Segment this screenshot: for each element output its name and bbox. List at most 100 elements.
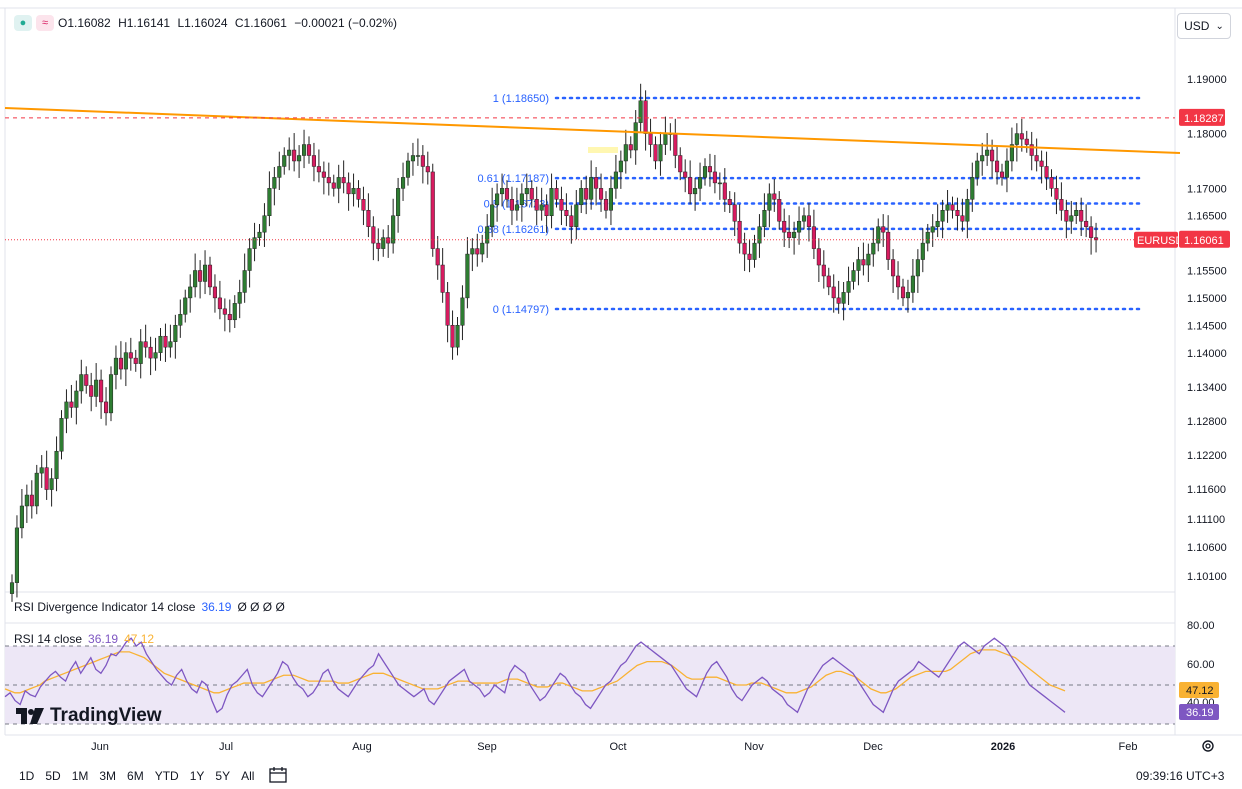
trendline [4, 107, 1181, 154]
candle-up [985, 149, 990, 156]
candle-up [351, 188, 356, 195]
candle-down [896, 275, 901, 288]
candle-up [1074, 210, 1079, 216]
candle-down [742, 242, 747, 255]
calendar-range-icon[interactable] [268, 766, 288, 789]
candle-down [995, 160, 1000, 173]
candle-down [346, 182, 351, 195]
candle-up [94, 379, 99, 397]
candle-down [207, 264, 213, 288]
candle-down [1064, 210, 1069, 222]
candle-down [1034, 155, 1039, 162]
fib-level-label: 0.61 (1.17187) [477, 173, 549, 185]
candle-up [415, 155, 420, 157]
candle-down [509, 199, 514, 211]
candle-down [217, 297, 222, 310]
settings-gear-icon[interactable] [1200, 738, 1216, 759]
fibonacci-retracement[interactable]: 1 (1.18650) 0.61 (1.17187) 0.5 (1.16723) 0.… [477, 93, 1144, 316]
candle-down [881, 226, 886, 233]
candle-up [480, 242, 485, 255]
candle-down [732, 204, 737, 222]
candle-up [935, 220, 940, 227]
timeframe-button[interactable]: 5D [45, 769, 61, 783]
candle-up [277, 166, 282, 178]
candle-down [1094, 237, 1099, 241]
candle-down [1029, 144, 1034, 156]
candle-down [475, 248, 480, 255]
candle-down [386, 237, 391, 244]
tradingview-logo[interactable]: TradingView [16, 705, 162, 727]
candle-down [341, 177, 346, 184]
candle-up [1009, 144, 1014, 162]
fib-level-label: 0 (1.14797) [493, 304, 549, 316]
timeframe-button[interactable]: All [241, 769, 255, 783]
time-tick-label: Feb [1119, 741, 1138, 753]
clock[interactable]: 09:39:16 UTC+3 [1136, 769, 1225, 783]
drawings[interactable] [4, 107, 1181, 241]
rsi-line [4, 637, 1066, 714]
candle-down [950, 204, 955, 211]
timeframe-button[interactable]: 1Y [189, 769, 205, 783]
candle-down [603, 199, 609, 211]
timeframe-button[interactable]: 3M [99, 769, 117, 783]
ohlc-close: C1.16061 [234, 16, 287, 30]
candle-down [678, 155, 683, 173]
candle-up [168, 341, 173, 348]
price-axis[interactable]: 1.19000 1.18000 1.17000 1.16500 1.15500 1.150… [1134, 74, 1230, 583]
candle-down [544, 204, 549, 216]
candle-up [490, 204, 495, 227]
time-tick-label: Nov [744, 741, 764, 753]
rsi-tag-bg [1179, 704, 1219, 720]
candle-up [183, 297, 188, 315]
time-axis[interactable]: Jun Jul Aug Sep Oct Nov Dec 2026 Feb [91, 741, 1137, 753]
rsi-tag-text: 36.19 [1186, 707, 1214, 719]
currency-button[interactable]: USD ⌄ [1177, 13, 1231, 39]
candle-down [133, 357, 138, 364]
candle-up [945, 204, 950, 211]
candle-down [559, 199, 564, 211]
timeframe-button[interactable]: 6M [127, 769, 144, 783]
candle-up [297, 155, 302, 162]
candle-up [1004, 160, 1010, 178]
candle-up [252, 237, 257, 249]
candle-up [39, 467, 44, 474]
currency-label: USD [1184, 19, 1210, 33]
ohlc-open: O1.16082 [58, 16, 111, 30]
timeframe-button[interactable]: 1M [71, 769, 89, 783]
rsi-divergence-value: 36.19 [201, 600, 232, 614]
tradingview-logo-icon [16, 708, 44, 724]
candle-up [792, 231, 797, 238]
candle-up [465, 253, 470, 299]
candle-down [29, 494, 34, 507]
symbol-tag-bg [1134, 231, 1178, 248]
price-tag-text: 1.16061 [1184, 235, 1224, 247]
candle-down [420, 155, 425, 167]
candle-down [435, 248, 440, 266]
price-tick-label: 1.16500 [1187, 211, 1227, 223]
candle-down [504, 188, 510, 200]
candle-down [594, 177, 599, 189]
candle-down [886, 231, 891, 260]
timeframe-button[interactable]: YTD [154, 769, 179, 783]
candle-up [965, 199, 970, 222]
rsi-divergence-legend[interactable]: RSI Divergence Indicator 14 close 36.19 Ø … [14, 600, 285, 614]
price-tick-label: 1.15000 [1187, 293, 1227, 305]
candle-up [579, 188, 584, 206]
candle-up [460, 297, 465, 326]
candle-down [772, 193, 777, 200]
logo-text: TradingView [50, 705, 162, 726]
candle-up [866, 253, 871, 266]
price-tick-label: 1.13400 [1187, 382, 1227, 394]
rsi-ma-tag-bg [1179, 682, 1219, 698]
price-tick-label: 1.18000 [1187, 129, 1227, 141]
candle-down [861, 259, 866, 266]
candlestick-series [9, 83, 1099, 602]
timeframe-button[interactable]: 1D [19, 769, 35, 783]
wave-icon[interactable]: ≈ [36, 15, 54, 31]
timeframe-button[interactable]: 5Y [215, 769, 231, 783]
candle-up [613, 171, 618, 189]
rsi-legend[interactable]: RSI 14 close 36.19 47.12 [14, 632, 154, 646]
candle-up [405, 160, 411, 178]
status-dot-icon[interactable]: ● [14, 15, 32, 31]
